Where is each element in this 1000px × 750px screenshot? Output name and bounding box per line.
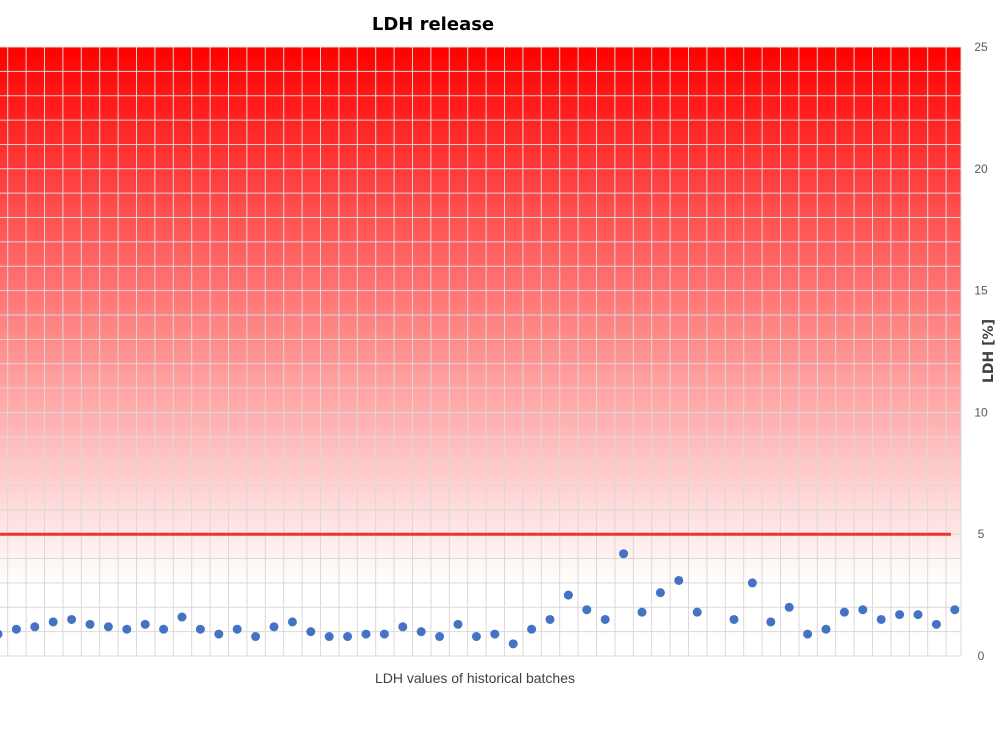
data-point	[839, 607, 849, 617]
data-point	[30, 622, 40, 632]
y-tick-label: 0	[978, 649, 985, 663]
data-point	[287, 617, 297, 627]
data-point	[0, 630, 3, 639]
y-axis-ticks: 0 5 10 15 20 25	[974, 40, 988, 663]
y-tick-label: 20	[974, 162, 988, 176]
data-point	[471, 632, 481, 642]
data-point	[435, 632, 445, 642]
data-point	[159, 624, 169, 634]
plot-background	[0, 47, 961, 656]
data-point	[674, 575, 684, 585]
data-point	[655, 588, 665, 598]
data-point	[214, 629, 224, 639]
data-point	[858, 605, 868, 615]
data-point	[637, 607, 647, 617]
data-point	[508, 639, 518, 649]
data-point	[232, 624, 242, 634]
grid-lines	[0, 46, 962, 657]
data-point	[269, 622, 279, 632]
data-point	[122, 624, 132, 634]
y-tick-label: 5	[978, 527, 985, 541]
data-point	[692, 607, 702, 617]
data-point	[251, 632, 261, 642]
y-axis-label: LDH [%]	[981, 319, 997, 383]
data-point	[103, 622, 113, 632]
data-point	[876, 614, 886, 624]
data-point	[398, 622, 408, 632]
data-point	[85, 619, 95, 629]
data-point	[766, 617, 776, 627]
data-point	[140, 619, 150, 629]
data-point	[11, 624, 21, 634]
y-tick-label: 10	[974, 405, 988, 419]
data-point	[895, 610, 905, 620]
data-point	[48, 617, 58, 627]
data-point	[527, 624, 537, 634]
data-point	[821, 624, 831, 634]
data-point	[803, 629, 813, 639]
data-point	[490, 629, 500, 639]
data-point	[950, 605, 960, 615]
data-point	[600, 614, 610, 624]
data-point	[379, 629, 389, 639]
data-point	[913, 610, 923, 620]
data-point	[747, 578, 757, 588]
data-points	[0, 549, 960, 649]
data-point	[343, 632, 353, 642]
data-point	[453, 619, 463, 629]
data-point	[306, 627, 316, 637]
data-point	[931, 619, 941, 629]
data-point	[416, 627, 426, 637]
y-tick-label: 15	[974, 284, 988, 298]
data-point	[784, 602, 794, 612]
data-point	[563, 590, 573, 600]
chart-title: LDH release	[371, 14, 495, 35]
data-point	[545, 614, 555, 624]
data-point	[324, 632, 334, 642]
data-point	[582, 605, 592, 615]
data-point	[619, 549, 629, 559]
data-point	[729, 614, 739, 624]
data-point	[177, 612, 187, 622]
data-point	[361, 629, 371, 639]
y-tick-label: 25	[974, 40, 988, 54]
x-axis-label: LDH values of historical batches	[375, 670, 575, 686]
data-point	[67, 614, 77, 624]
data-point	[195, 624, 205, 634]
